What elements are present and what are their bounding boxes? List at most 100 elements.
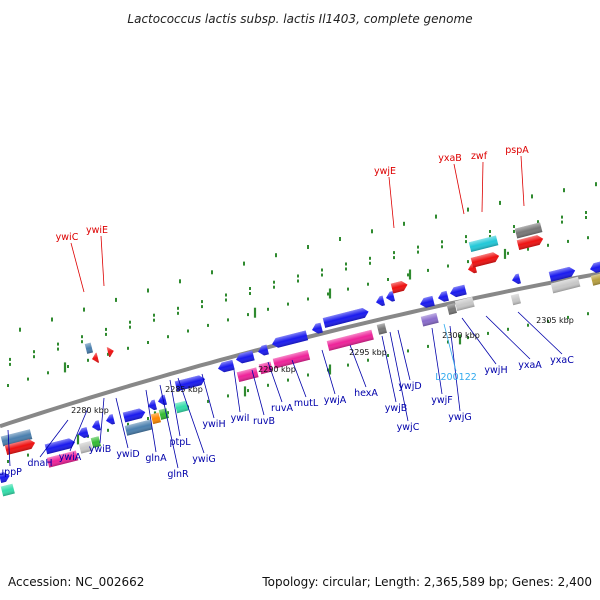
track-dot <box>585 216 587 219</box>
gene-feature[interactable] <box>174 374 207 392</box>
gene-label-ruvb[interactable]: ruvB <box>253 416 275 427</box>
gene-feature[interactable] <box>514 222 543 239</box>
gene-label-hexa[interactable]: hexA <box>354 388 378 399</box>
gene-feature[interactable] <box>511 273 521 286</box>
gene-feature[interactable] <box>147 399 157 412</box>
gene-feature[interactable] <box>548 266 577 282</box>
gene-label-yxab[interactable]: yxaB <box>438 153 462 164</box>
label-leader <box>39 419 69 458</box>
gene-feature[interactable] <box>236 367 259 383</box>
gene-label-ywib[interactable]: ywiB <box>89 444 112 455</box>
gene-feature[interactable] <box>257 344 269 357</box>
track-dot <box>225 298 227 302</box>
gene-feature[interactable] <box>446 303 457 315</box>
track-dot <box>587 312 589 316</box>
gene-feature[interactable] <box>78 440 93 454</box>
gene-feature[interactable] <box>420 312 439 327</box>
gene-feature[interactable] <box>589 261 600 274</box>
gene-feature[interactable] <box>46 450 79 468</box>
gene-label-ywjh[interactable]: ywjH <box>484 365 507 376</box>
gene-feature[interactable] <box>84 342 94 354</box>
gene-feature[interactable] <box>510 293 521 306</box>
track-dot <box>129 320 131 324</box>
gene-feature[interactable] <box>4 438 37 456</box>
gene-label-ywid[interactable]: ywiD <box>116 449 139 460</box>
gene-label-mutl[interactable]: mutL <box>294 398 319 409</box>
label-leader <box>481 161 484 213</box>
gene-label-ywjb[interactable]: ywjB <box>385 403 408 414</box>
gene-feature[interactable] <box>390 280 409 294</box>
gene-label-yxaa[interactable]: yxaA <box>518 360 542 371</box>
gene-label-uppp[interactable]: uppP <box>0 467 22 478</box>
gene-label-ywia[interactable]: ywiA <box>59 452 82 463</box>
gene-label-ywie[interactable]: ywiE <box>86 225 108 236</box>
gene-label-glna[interactable]: glnA <box>145 453 167 464</box>
gene-label-ywig[interactable]: ywiG <box>192 454 215 465</box>
gene-label-ywih[interactable]: ywiH <box>202 419 225 430</box>
label-leader-lines <box>7 155 563 469</box>
track-dot <box>345 262 347 266</box>
gene-label-ruva[interactable]: ruvA <box>271 403 294 414</box>
track-dot <box>7 460 9 463</box>
gene-feature[interactable] <box>105 414 115 426</box>
gene-feature[interactable] <box>470 251 501 268</box>
gene-label-ywje[interactable]: ywjE <box>374 166 396 177</box>
gene-feature[interactable] <box>91 352 100 364</box>
gene-feature[interactable] <box>158 408 169 420</box>
gene-feature[interactable] <box>272 349 311 369</box>
gene-feature[interactable] <box>217 359 235 374</box>
gene-label-ywjc[interactable]: ywjC <box>397 422 420 433</box>
gene-feature[interactable] <box>449 284 467 299</box>
gene-label-dnah[interactable]: dnaH <box>27 458 52 469</box>
gene-feature[interactable] <box>91 420 101 432</box>
gene-feature[interactable] <box>106 346 115 358</box>
gene-label-ptpl[interactable]: ptpL <box>169 437 191 448</box>
gene-feature[interactable] <box>385 291 395 303</box>
gene-feature[interactable] <box>419 295 435 309</box>
track-dot <box>129 325 131 329</box>
gene-feature[interactable] <box>375 295 385 308</box>
track-dot <box>107 352 109 356</box>
gene-label-ywii[interactable]: ywiI <box>231 413 250 424</box>
track-dot <box>177 306 179 310</box>
gene-feature[interactable] <box>235 350 255 365</box>
gene-label-ywic[interactable]: ywiC <box>56 232 79 243</box>
gene-label-l200122[interactable]: L200122 <box>435 372 477 383</box>
gene-label-yxac[interactable]: yxaC <box>550 355 574 366</box>
track-dot <box>33 350 35 354</box>
gene-feature[interactable] <box>124 419 153 436</box>
label-leader <box>349 344 367 388</box>
gene-feature[interactable] <box>90 436 101 448</box>
gene-feature[interactable] <box>437 290 449 303</box>
gene-feature[interactable] <box>44 437 77 455</box>
gene-feature[interactable] <box>122 407 147 423</box>
track-dot <box>57 347 59 351</box>
gene-feature[interactable] <box>322 307 370 328</box>
label-leader <box>7 429 11 467</box>
gene-feature[interactable] <box>326 329 374 351</box>
gene-feature[interactable] <box>454 296 475 312</box>
gene-label-pspa[interactable]: pspA <box>505 145 529 156</box>
gene-label-ywjg[interactable]: ywjG <box>448 412 471 423</box>
gene-feature[interactable] <box>516 234 545 251</box>
track-dot <box>403 221 405 226</box>
gene-label-glnr[interactable]: glnR <box>167 469 189 480</box>
gene-label-zwf[interactable]: zwf <box>471 151 488 162</box>
gene-label-ywjd[interactable]: ywjD <box>398 381 421 392</box>
gene-label-ywja[interactable]: ywjA <box>324 395 347 406</box>
label-leader <box>453 163 465 215</box>
gene-feature[interactable] <box>550 276 581 294</box>
gene-feature[interactable] <box>0 471 11 484</box>
gene-feature[interactable] <box>468 235 499 253</box>
gene-feature[interactable] <box>376 323 387 335</box>
gene-feature[interactable] <box>150 412 161 425</box>
track-dot <box>447 340 449 344</box>
gene-feature[interactable] <box>0 483 15 497</box>
gene-feature[interactable] <box>271 330 309 349</box>
gene-feature[interactable] <box>174 400 189 414</box>
gene-label-ywjf[interactable]: ywjF <box>431 395 453 406</box>
gene-feature[interactable] <box>157 394 167 407</box>
gene-feature[interactable] <box>311 322 323 335</box>
gene-feature[interactable] <box>77 427 89 439</box>
track-dot <box>107 428 109 432</box>
